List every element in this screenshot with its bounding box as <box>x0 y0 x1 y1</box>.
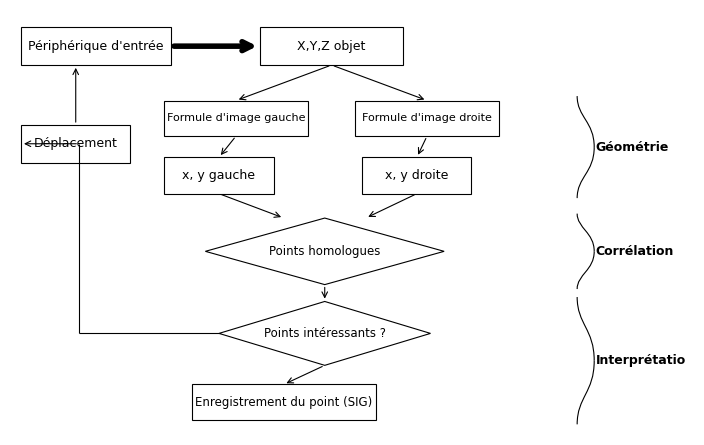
Text: Points intéressants ?: Points intéressants ? <box>264 327 386 340</box>
FancyBboxPatch shape <box>356 101 498 136</box>
Text: Déplacement: Déplacement <box>34 137 118 150</box>
FancyBboxPatch shape <box>21 27 171 65</box>
Text: Enregistrement du point (SIG): Enregistrement du point (SIG) <box>195 396 372 409</box>
FancyBboxPatch shape <box>165 101 308 136</box>
Text: x, y droite: x, y droite <box>385 169 448 182</box>
Text: Interprétatio: Interprétatio <box>596 354 686 368</box>
FancyBboxPatch shape <box>165 157 274 194</box>
Text: X,Y,Z objet: X,Y,Z objet <box>297 40 366 53</box>
Text: Formule d'image gauche: Formule d'image gauche <box>167 113 306 123</box>
Text: Points homologues: Points homologues <box>269 245 380 258</box>
FancyBboxPatch shape <box>21 125 130 162</box>
Polygon shape <box>206 218 444 285</box>
Text: Corrélation: Corrélation <box>596 245 674 258</box>
FancyBboxPatch shape <box>260 27 403 65</box>
FancyBboxPatch shape <box>363 157 472 194</box>
Polygon shape <box>219 301 430 365</box>
Text: Géométrie: Géométrie <box>596 141 669 154</box>
FancyBboxPatch shape <box>191 384 376 420</box>
Text: x, y gauche: x, y gauche <box>182 169 256 182</box>
Text: Formule d'image droite: Formule d'image droite <box>362 113 492 123</box>
Text: Périphérique d'entrée: Périphérique d'entrée <box>28 40 164 53</box>
